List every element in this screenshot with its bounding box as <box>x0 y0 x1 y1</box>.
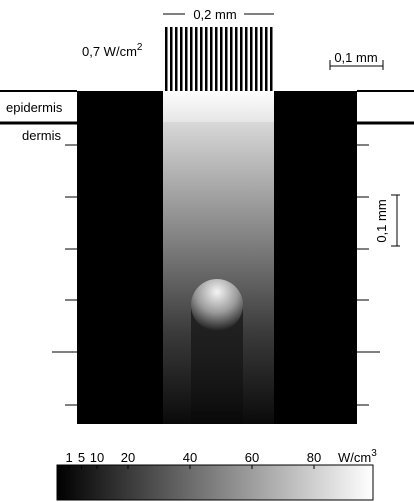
colorbar-tick-label: 10 <box>90 450 104 465</box>
scale-label: 0,1 mm <box>334 50 377 65</box>
irradiance-label: 0,7 W/cm2 <box>82 42 143 59</box>
layer-label: dermis <box>22 128 62 143</box>
irradiance-exponent: 2 <box>137 42 143 53</box>
light-source <box>163 27 274 91</box>
colorbar-tick-label: 1 <box>65 450 72 465</box>
epidermis-beam <box>163 91 274 122</box>
colorbar-tick-label: 80 <box>307 450 321 465</box>
scale-label: 0,1 mm <box>374 199 389 242</box>
colorbar <box>57 465 373 500</box>
unit-exponent: 3 <box>371 448 377 459</box>
irradiance-value: 0,7 W/cm <box>82 44 137 59</box>
colorbar-tick-label: 40 <box>183 450 197 465</box>
colorbar-unit: W/cm3 <box>338 448 377 465</box>
colorbar-tick-label: 5 <box>78 450 85 465</box>
particle <box>191 279 243 331</box>
colorbar-tick-label: 20 <box>121 450 135 465</box>
diagram: 0,2 mm 0,7 W/cm2 0,1 mm epidermis dermis… <box>0 0 414 502</box>
beam-width-label: 0,2 mm <box>193 7 236 22</box>
layer-label: epidermis <box>6 100 63 115</box>
unit-base: W/cm <box>338 450 371 465</box>
colorbar-tick-label: 60 <box>245 450 259 465</box>
